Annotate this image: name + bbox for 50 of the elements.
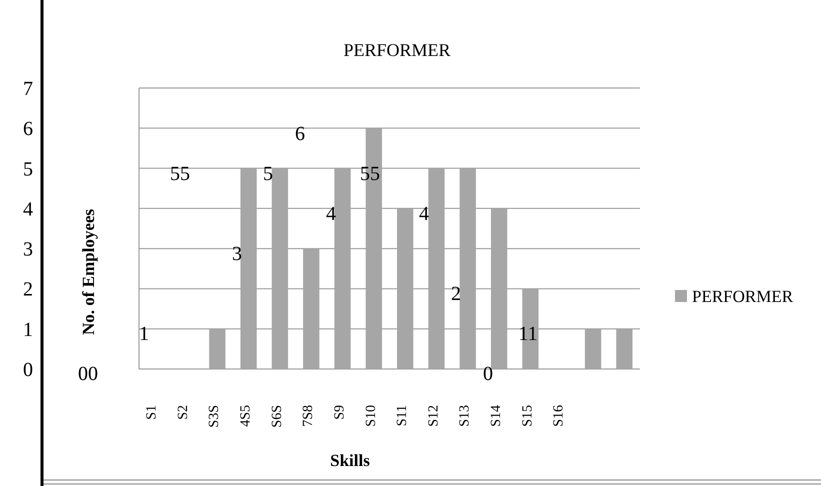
bar [303,248,320,369]
y-tick-label: 4 [23,198,33,220]
x-tick-label: S10 [364,405,379,427]
annotation: 6 [295,123,305,145]
x-tick-label: S1 [144,405,160,420]
x-tick-label: S3S [207,405,222,428]
x-tick-label: S12 [426,405,442,427]
x-axis-title: Skills [330,451,370,470]
legend-label: PERFORMER [692,287,794,306]
y-tick-label: 5 [23,158,33,180]
annotation: 55 [360,163,380,185]
annotation: 1 [139,323,149,345]
annotation: 2 [451,283,461,305]
x-tick-label: 7S8 [301,405,316,427]
annotation: 4 [326,203,336,225]
bar [272,168,288,369]
y-tick-label: 0 [23,359,33,381]
annotation: 0 [483,363,493,385]
x-tick-label: 4S5 [238,405,254,427]
chart-title: PERFORMER [343,40,451,60]
bar [428,168,445,369]
annotation: 11 [518,323,538,345]
annotation: 4 [419,203,429,225]
bar [584,328,602,369]
y-tick-label: 1 [23,318,33,341]
bar [240,168,257,369]
bar [490,208,508,369]
annotation: 55 [170,163,190,185]
y-tick-label: 3 [23,238,33,261]
y-tick-label: 2 [23,278,33,301]
bar [522,288,539,369]
annotation: 3 [232,243,242,265]
x-tick-label: S9 [332,405,348,420]
text: 00 [78,363,98,385]
x-tick-label: S15 [520,405,536,427]
x-tick-label: S11 [395,405,410,426]
x-tick-label: S13 [458,405,473,427]
bar [616,328,632,369]
x-tick-label: S14 [488,405,504,427]
bar [397,208,414,369]
bar [460,168,476,369]
annotation: 5 [263,163,273,185]
x-tick-label: S2 [176,405,191,420]
y-axis-title: No. of Employees [79,208,98,336]
x-tick-label: S16 [552,405,567,427]
x-tick-label: S6S [270,405,285,428]
y-tick-label: 7 [23,78,33,100]
y-tick-label: 6 [23,118,33,140]
bar [209,328,226,369]
bar [334,168,351,369]
